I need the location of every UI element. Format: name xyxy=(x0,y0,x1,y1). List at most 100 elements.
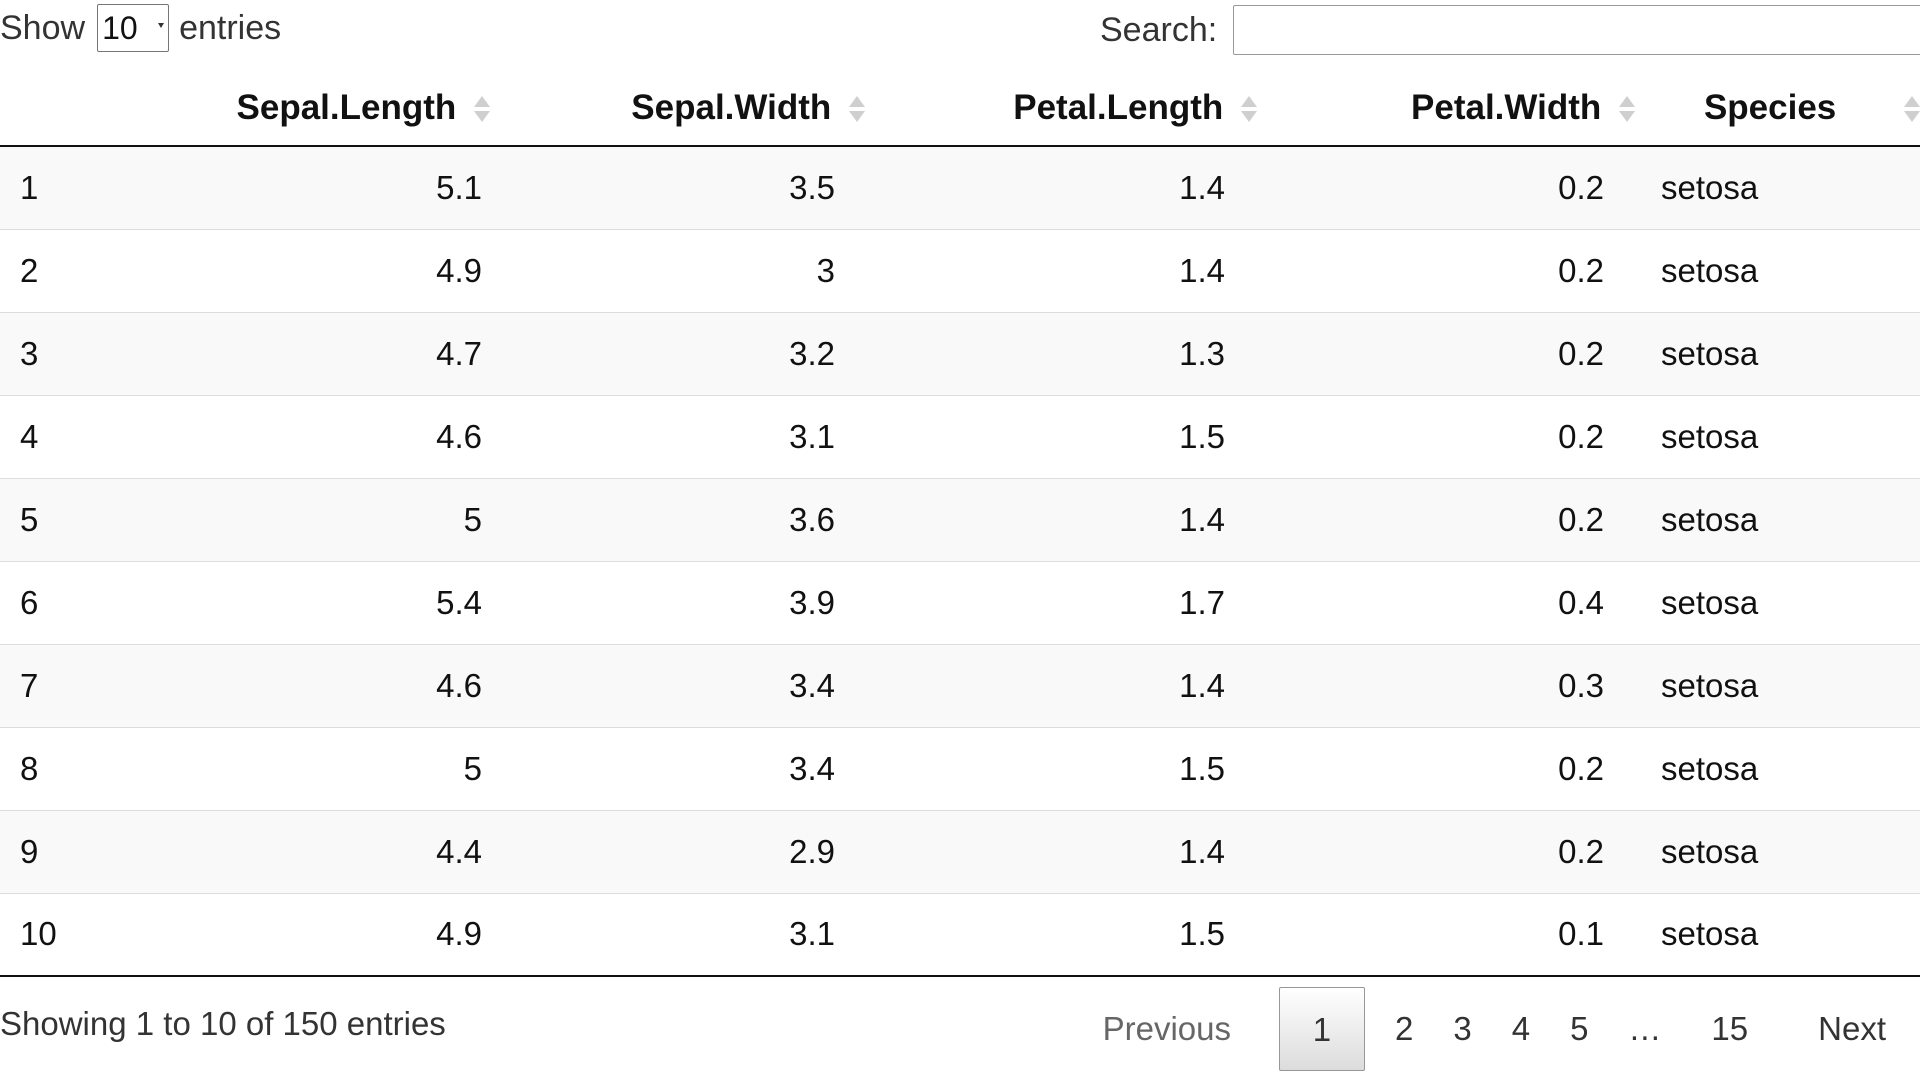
table-body: 1 5.1 3.5 1.4 0.2 setosa 2 4.9 3 1.4 0.2… xyxy=(0,146,1920,977)
species-cell: setosa xyxy=(1635,643,1920,727)
page-button-15[interactable]: 15 xyxy=(1711,1010,1749,1047)
sepal-width-cell: 3.5 xyxy=(789,168,835,206)
column-header-label: Sepal.Length xyxy=(236,87,457,127)
page-button-1[interactable]: 1 xyxy=(1278,987,1365,1071)
species-cell: setosa xyxy=(1635,892,1920,977)
species-cell: setosa xyxy=(1635,726,1920,810)
sepal-length-cell: 4.4 xyxy=(90,809,490,893)
row-index-cell: 8 xyxy=(0,726,90,810)
petal-width-cell: 0.1 xyxy=(1257,892,1635,977)
page-button-2[interactable]: 2 xyxy=(1394,1010,1414,1047)
sort-icon xyxy=(1904,94,1920,124)
table-row: 1 5.1 3.5 1.4 0.2 setosa xyxy=(0,146,1920,229)
header-row: Sepal.Length Sepal.Width Petal.Length Pe… xyxy=(0,70,1920,147)
sepal-length-cell: 4.7 xyxy=(90,311,490,395)
entries-per-page-select[interactable]: 10 xyxy=(97,4,170,52)
column-header-petal-length[interactable]: Petal.Length xyxy=(865,70,1257,147)
row-index-cell: 4 xyxy=(0,394,90,478)
row-index-cell: 5 xyxy=(0,477,90,561)
entries-per-page-value: 10 xyxy=(102,10,138,46)
species-cell: setosa xyxy=(1635,809,1920,893)
petal-length-cell: 1.4 xyxy=(865,809,1257,893)
sepal-width-cell: 3.9 xyxy=(490,560,865,644)
table-row: 6 5.4 3.9 1.7 0.4 setosa xyxy=(0,560,1920,644)
sepal-length-cell: 4.9 xyxy=(90,228,490,312)
sepal-length-cell: 5.4 xyxy=(90,560,490,644)
previous-button[interactable]: Previous xyxy=(1102,1010,1231,1047)
row-index-cell: 6 xyxy=(0,560,90,644)
petal-length-cell: 1.5 xyxy=(865,394,1257,478)
species-cell: setosa xyxy=(1635,228,1920,312)
sepal-width-cell: 3.1 xyxy=(490,394,865,478)
next-button[interactable]: Next xyxy=(1818,1010,1886,1047)
sepal-width-cell: 3.4 xyxy=(490,643,865,727)
table-row: 10 4.9 3.1 1.5 0.1 setosa xyxy=(0,892,1920,977)
petal-length-cell: 1.5 xyxy=(865,892,1257,977)
sepal-length-cell: 4.6 xyxy=(90,643,490,727)
sepal-length-cell: 5.1 xyxy=(436,168,482,206)
row-index-cell: 7 xyxy=(0,643,90,727)
sepal-length-cell: 5 xyxy=(90,726,490,810)
sepal-width-cell: 3.6 xyxy=(490,477,865,561)
data-table: Sepal.Length Sepal.Width Petal.Length Pe… xyxy=(0,70,1920,977)
length-prefix-label: Show xyxy=(0,8,86,47)
petal-width-cell: 0.4 xyxy=(1257,560,1635,644)
page-button-4[interactable]: 4 xyxy=(1511,1010,1531,1047)
row-index-cell: 9 xyxy=(0,809,90,893)
table-info: Showing 1 to 10 of 150 entries xyxy=(0,1005,446,1042)
row-index-cell: 10 xyxy=(0,892,90,977)
pagination: Previous 1 2 3 4 5 … 15 Next xyxy=(1083,987,1920,1071)
search-input[interactable] xyxy=(1233,5,1920,55)
column-header-label: Petal.Length xyxy=(1013,87,1224,127)
sepal-width-cell: 3 xyxy=(490,228,865,312)
column-header-petal-width[interactable]: Petal.Width xyxy=(1257,70,1635,147)
sort-icon xyxy=(474,94,490,124)
row-index-cell: 3 xyxy=(0,311,90,395)
column-header-label: Petal.Width xyxy=(1411,87,1602,127)
search-filter: Search: xyxy=(1100,0,1920,60)
table-row: 4 4.6 3.1 1.5 0.2 setosa xyxy=(0,394,1920,478)
petal-width-cell: 0.2 xyxy=(1558,168,1604,206)
petal-width-cell: 0.2 xyxy=(1257,394,1635,478)
petal-length-cell: 1.4 xyxy=(865,643,1257,727)
petal-width-cell: 0.2 xyxy=(1257,809,1635,893)
search-label: Search: xyxy=(1100,10,1218,49)
sepal-width-cell: 3.1 xyxy=(490,892,865,977)
column-header-species[interactable]: Species xyxy=(1635,70,1920,147)
row-index-cell: 2 xyxy=(0,228,90,312)
petal-width-cell: 0.2 xyxy=(1257,311,1635,395)
species-cell: setosa xyxy=(1635,311,1920,395)
petal-length-cell: 1.4 xyxy=(865,477,1257,561)
length-suffix-label: entries xyxy=(179,8,282,47)
species-cell: setosa xyxy=(1661,168,1759,206)
petal-width-cell: 0.2 xyxy=(1257,477,1635,561)
column-header-label: Sepal.Width xyxy=(631,87,832,127)
page-button-5[interactable]: 5 xyxy=(1570,1010,1589,1047)
sepal-width-cell: 3.2 xyxy=(490,311,865,395)
column-header-sepal-width[interactable]: Sepal.Width xyxy=(490,70,865,147)
species-cell: setosa xyxy=(1635,560,1920,644)
column-header-sepal-length[interactable]: Sepal.Length xyxy=(90,70,490,147)
column-header-index[interactable] xyxy=(0,70,90,147)
petal-length-cell: 1.4 xyxy=(1179,168,1225,206)
table-row: 3 4.7 3.2 1.3 0.2 setosa xyxy=(0,311,1920,395)
petal-length-cell: 1.4 xyxy=(865,228,1257,312)
sepal-width-cell: 2.9 xyxy=(490,809,865,893)
table-row: 9 4.4 2.9 1.4 0.2 setosa xyxy=(0,809,1920,893)
petal-length-cell: 1.3 xyxy=(865,311,1257,395)
table-row: 2 4.9 3 1.4 0.2 setosa xyxy=(0,228,1920,312)
table-row: 7 4.6 3.4 1.4 0.3 setosa xyxy=(0,643,1920,727)
sort-icon xyxy=(1241,94,1257,124)
species-cell: setosa xyxy=(1635,477,1920,561)
petal-width-cell: 0.2 xyxy=(1257,726,1635,810)
sort-icon xyxy=(1619,94,1635,124)
table-row: 5 5 3.6 1.4 0.2 setosa xyxy=(0,477,1920,561)
page-button-3[interactable]: 3 xyxy=(1453,1010,1472,1047)
petal-length-cell: 1.5 xyxy=(865,726,1257,810)
petal-width-cell: 0.2 xyxy=(1257,228,1635,312)
row-index-cell: 1 xyxy=(20,168,39,206)
length-menu: Show 10 entries xyxy=(0,4,281,52)
petal-length-cell: 1.7 xyxy=(865,560,1257,644)
sort-icon xyxy=(849,94,865,124)
species-cell: setosa xyxy=(1635,394,1920,478)
